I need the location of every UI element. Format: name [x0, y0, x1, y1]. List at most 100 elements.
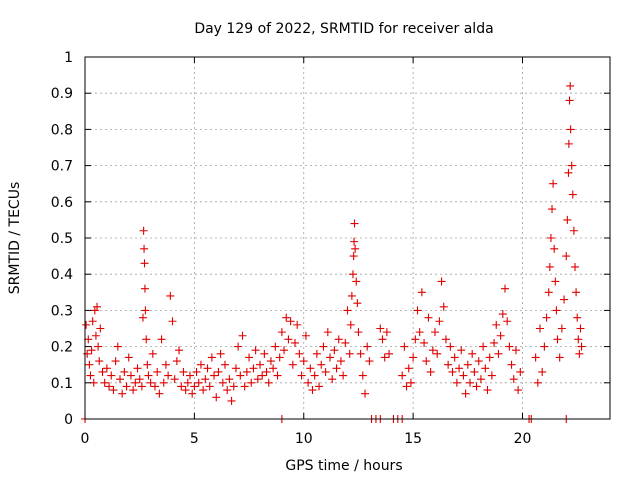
data-point: [205, 382, 214, 391]
data-point: [308, 386, 317, 395]
data-point: [196, 360, 205, 369]
data-point: [424, 313, 433, 322]
data-point: [492, 320, 501, 329]
data-point: [358, 371, 367, 380]
y-tick-label: 0.6: [51, 195, 73, 211]
data-point: [564, 139, 573, 148]
data-point: [565, 96, 574, 105]
data-point: [93, 302, 102, 311]
data-point: [148, 349, 157, 358]
data-point: [345, 349, 354, 358]
data-point: [177, 382, 186, 391]
data-point: [546, 234, 555, 242]
data-point: [441, 335, 450, 344]
data-point: [249, 364, 258, 373]
data-point: [346, 320, 355, 329]
data-point: [142, 335, 151, 344]
data-point: [428, 346, 437, 355]
data-point: [183, 378, 192, 387]
data-point: [457, 346, 466, 355]
data-point: [575, 349, 584, 358]
y-tick-label: 0.7: [51, 159, 73, 175]
data-point: [552, 306, 561, 315]
data-point: [567, 161, 576, 170]
data-point: [317, 360, 326, 369]
data-point: [422, 357, 431, 366]
data-point: [95, 357, 104, 366]
data-point: [293, 320, 302, 329]
data-point: [102, 364, 111, 373]
data-point: [155, 389, 164, 398]
data-point: [109, 386, 118, 395]
y-tick-label: 0.8: [51, 122, 73, 138]
x-tick-label: 20: [514, 431, 532, 447]
data-point: [544, 288, 553, 297]
data-point: [566, 81, 575, 90]
data-point: [348, 270, 357, 279]
data-point: [452, 378, 461, 387]
data-layer: [81, 81, 586, 423]
data-point: [166, 291, 175, 300]
data-point: [212, 393, 221, 402]
data-point: [82, 320, 91, 329]
data-point: [476, 375, 485, 384]
data-point: [365, 357, 374, 366]
data-point: [577, 342, 586, 351]
data-point: [85, 360, 94, 369]
data-point: [88, 317, 97, 326]
data-point: [444, 360, 453, 369]
y-tick-label: 0.2: [51, 340, 73, 356]
data-point: [354, 328, 363, 337]
data-point: [540, 342, 549, 351]
data-point: [321, 367, 330, 376]
data-point: [100, 378, 109, 387]
data-point: [135, 375, 144, 384]
data-point: [151, 382, 159, 391]
data-point: [284, 335, 293, 344]
data-point: [323, 328, 332, 337]
data-point: [361, 389, 369, 398]
data-point: [175, 346, 184, 355]
data-point: [448, 367, 457, 376]
data-point: [437, 277, 446, 286]
data-point: [406, 378, 415, 387]
data-point: [572, 288, 581, 297]
axes: 00.10.20.30.40.50.60.70.80.910 5 10 15 20: [51, 50, 610, 447]
data-point: [131, 378, 140, 387]
data-point: [221, 360, 229, 369]
data-point: [253, 375, 262, 384]
data-point: [380, 353, 389, 362]
data-point: [306, 364, 315, 373]
data-point: [105, 382, 114, 391]
data-point: [564, 168, 573, 177]
data-point: [411, 335, 420, 344]
data-point: [431, 328, 439, 337]
data-point: [87, 346, 96, 355]
data-point: [426, 367, 435, 376]
data-point: [170, 375, 179, 384]
data-point: [413, 306, 422, 315]
data-point: [485, 353, 494, 362]
data-point: [343, 306, 352, 315]
data-point: [542, 313, 551, 322]
data-point: [240, 382, 249, 391]
data-point: [511, 346, 520, 355]
data-point: [214, 367, 223, 376]
data-point: [533, 378, 542, 387]
data-point: [498, 310, 507, 319]
data-point: [199, 386, 208, 395]
data-point: [275, 353, 284, 362]
data-point: [218, 378, 227, 387]
data-point: [89, 378, 98, 387]
data-point: [455, 364, 464, 373]
x-tick-label: 10: [295, 431, 313, 447]
data-point: [286, 317, 295, 326]
data-point: [140, 244, 149, 253]
data-point: [86, 371, 95, 380]
data-point: [550, 244, 559, 253]
data-point: [139, 226, 148, 235]
data-point: [466, 378, 474, 387]
data-point: [555, 353, 564, 362]
data-point: [490, 338, 499, 347]
data-point: [496, 331, 505, 340]
